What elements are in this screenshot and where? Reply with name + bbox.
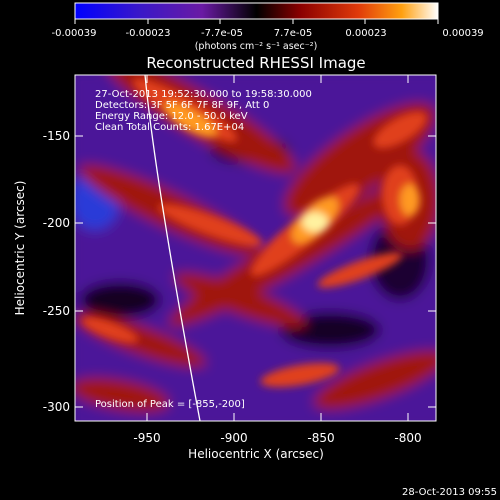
info-line: Clean Total Counts: 1.67E+04: [95, 122, 244, 133]
image-frame: [74, 74, 437, 422]
x-axis-label: Heliocentric X (arcsec): [188, 447, 324, 461]
colorbar: [74, 2, 439, 20]
footer-timestamp: 28-Oct-2013 09:55: [402, 487, 497, 498]
y-ticks: [75, 135, 436, 408]
solar-image: [75, 75, 436, 421]
image-title: Reconstructed RHESSI Image: [146, 54, 365, 72]
colorbar-tick-label: -7.7e-05: [201, 28, 243, 39]
colorbar-tick-label: -0.00039: [52, 28, 97, 39]
y-tick-label: -300: [43, 400, 70, 414]
colorbar-tick-label: 0.00039: [442, 28, 483, 39]
peak-position: Position of Peak = [-855,-200]: [95, 399, 245, 410]
colorbar-units: (photons cm⁻² s⁻¹ asec⁻²): [195, 41, 318, 52]
x-tick-label: -850: [307, 431, 334, 445]
colorbar-tick-label: 0.00023: [345, 28, 386, 39]
colorbar-tick-label: -0.00023: [126, 28, 171, 39]
x-tick-label: -950: [133, 431, 160, 445]
info-line: 27-Oct-2013 19:52:30.000 to 19:58:30.000: [95, 89, 312, 100]
info-line: Detectors: 3F 5F 6F 7F 8F 9F, Att 0: [95, 100, 269, 111]
x-ticks: [146, 75, 409, 421]
y-tick-label: -250: [43, 304, 70, 318]
colorbar-tick-label: 7.7e-05: [274, 28, 312, 39]
y-tick-label: -200: [43, 216, 70, 230]
solar-limb: [144, 75, 201, 421]
colorbar-ticks: [74, 19, 439, 24]
y-axis-label: Heliocentric Y (arcsec): [13, 181, 27, 316]
y-tick-label: -150: [43, 129, 70, 143]
x-tick-label: -800: [394, 431, 421, 445]
info-line: Energy Range: 12.0 - 50.0 keV: [95, 111, 248, 122]
x-tick-label: -900: [220, 431, 247, 445]
